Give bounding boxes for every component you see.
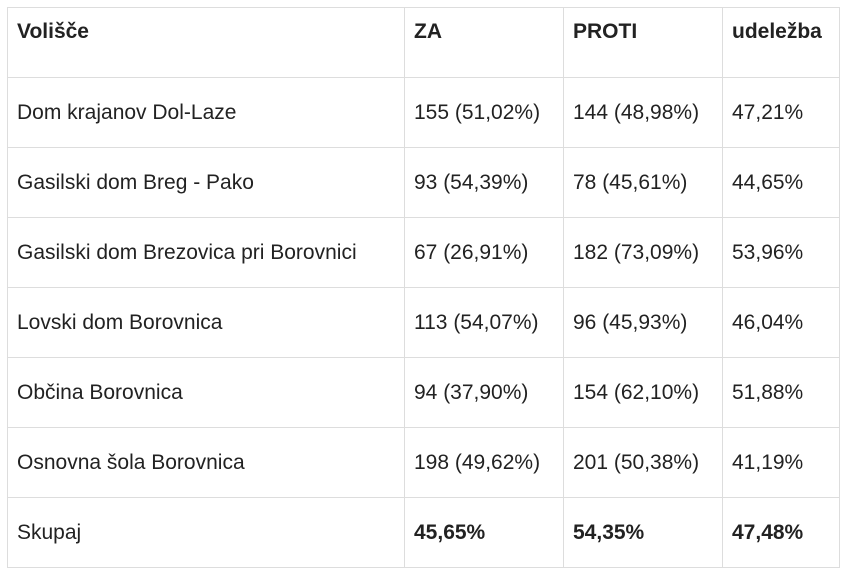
for-cell: 113 (54,07%) <box>404 287 564 358</box>
header-turnout: udeležba <box>722 7 840 78</box>
against-cell: 78 (45,61%) <box>563 147 723 218</box>
turnout-cell: 51,88% <box>722 357 840 428</box>
polling-station-cell: Gasilski dom Breg - Pako <box>7 147 405 218</box>
turnout-cell: 46,04% <box>722 287 840 358</box>
polling-station-cell: Osnovna šola Borovnica <box>7 427 405 498</box>
polling-station-cell: Lovski dom Borovnica <box>7 287 405 358</box>
against-cell: 201 (50,38%) <box>563 427 723 498</box>
for-cell: 93 (54,39%) <box>404 147 564 218</box>
table-row: Občina Borovnica 94 (37,90%) 154 (62,10%… <box>7 357 840 428</box>
against-cell: 144 (48,98%) <box>563 77 723 148</box>
for-cell: 94 (37,90%) <box>404 357 564 428</box>
table-row: Gasilski dom Breg - Pako 93 (54,39%) 78 … <box>7 147 840 218</box>
turnout-cell: 47,21% <box>722 77 840 148</box>
total-against: 54,35% <box>563 497 723 568</box>
table-row: Gasilski dom Brezovica pri Borovnici 67 … <box>7 217 840 288</box>
turnout-cell: 44,65% <box>722 147 840 218</box>
polling-station-cell: Gasilski dom Brezovica pri Borovnici <box>7 217 405 288</box>
results-table: Volišče ZA PROTI udeležba Dom krajanov D… <box>7 7 840 568</box>
for-cell: 198 (49,62%) <box>404 427 564 498</box>
total-for: 45,65% <box>404 497 564 568</box>
total-label: Skupaj <box>7 497 405 568</box>
total-turnout: 47,48% <box>722 497 840 568</box>
header-row: Volišče ZA PROTI udeležba <box>7 7 840 78</box>
header-for: ZA <box>404 7 564 78</box>
polling-station-cell: Dom krajanov Dol-Laze <box>7 77 405 148</box>
against-cell: 154 (62,10%) <box>563 357 723 428</box>
turnout-cell: 53,96% <box>722 217 840 288</box>
against-cell: 96 (45,93%) <box>563 287 723 358</box>
table-row: Lovski dom Borovnica 113 (54,07%) 96 (45… <box>7 287 840 358</box>
for-cell: 67 (26,91%) <box>404 217 564 288</box>
polling-station-cell: Občina Borovnica <box>7 357 405 428</box>
against-cell: 182 (73,09%) <box>563 217 723 288</box>
total-row: Skupaj 45,65% 54,35% 47,48% <box>7 497 840 568</box>
table-row: Osnovna šola Borovnica 198 (49,62%) 201 … <box>7 427 840 498</box>
header-polling-station: Volišče <box>7 7 405 78</box>
for-cell: 155 (51,02%) <box>404 77 564 148</box>
header-against: PROTI <box>563 7 723 78</box>
turnout-cell: 41,19% <box>722 427 840 498</box>
table-row: Dom krajanov Dol-Laze 155 (51,02%) 144 (… <box>7 77 840 148</box>
